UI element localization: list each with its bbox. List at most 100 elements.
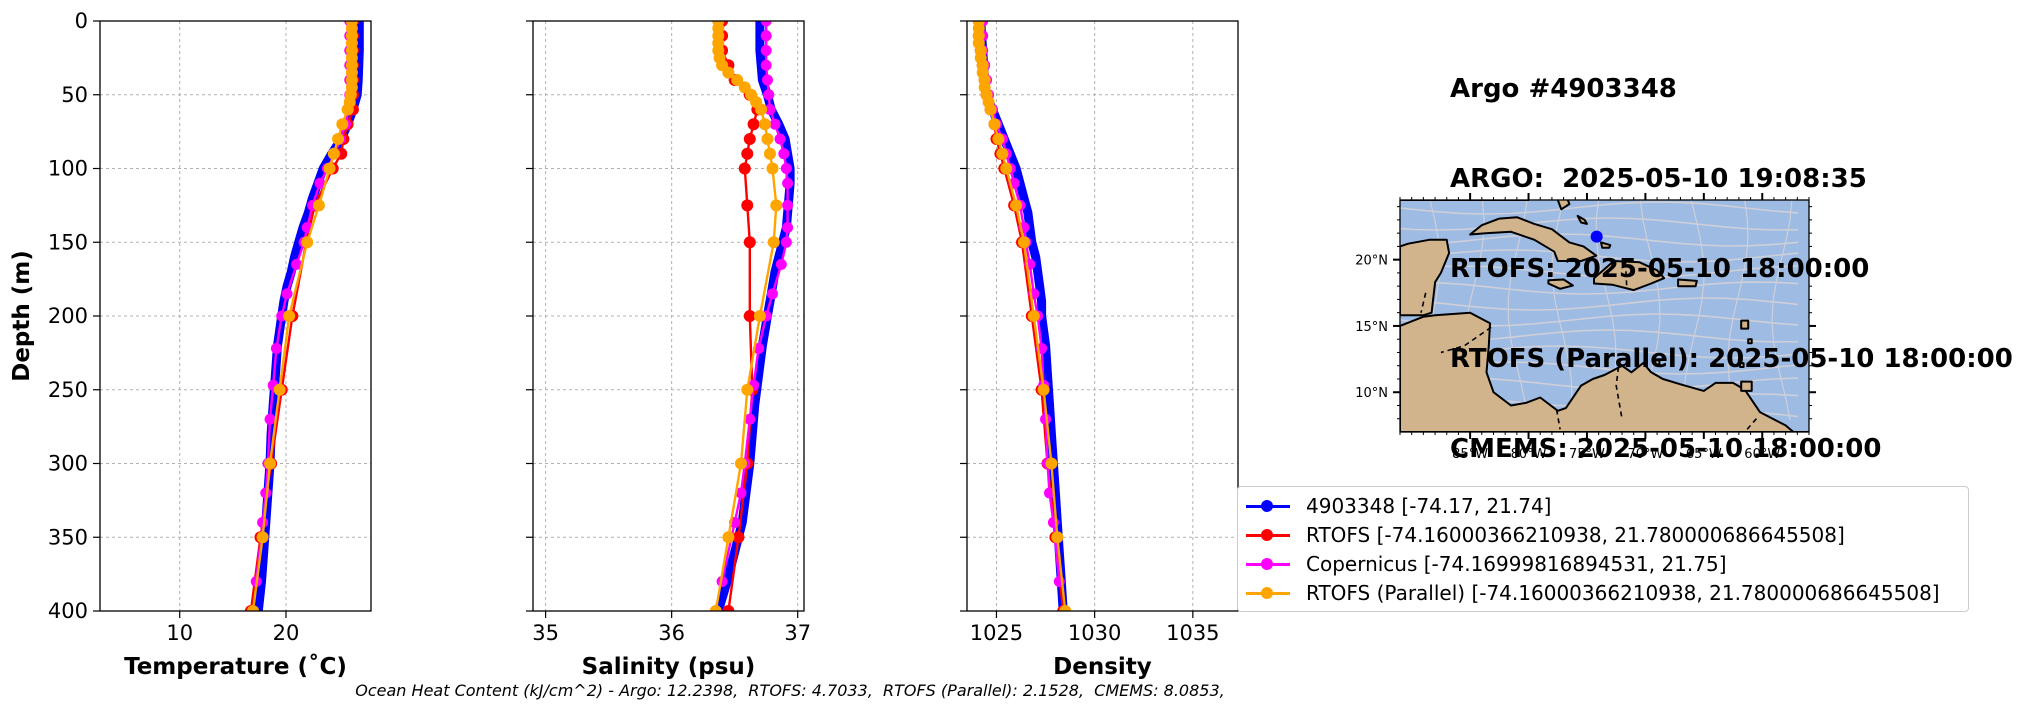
title-line-4: RTOFS (Parallel): 2025-05-10 18:00:00 — [1450, 344, 2013, 374]
land-polygon — [1400, 311, 1809, 432]
map-frame — [1399, 199, 1810, 433]
profile-panel-1: 10 20050100150200250300350400Temperature … — [9, 9, 372, 680]
data-point-parallel — [984, 103, 997, 116]
title-line-2: ARGO: 2025-05-10 19:08:35 — [1450, 164, 1867, 194]
data-point-parallel — [741, 383, 754, 396]
y-tick-label: 50 — [61, 83, 88, 107]
map-land — [1400, 200, 1809, 432]
land-polygon — [1593, 260, 1666, 292]
legend-label-rtofs: RTOFS [-74.16000366210938, 21.7800006866… — [1306, 522, 1845, 547]
legend-label-argo: 4903348 [-74.17, 21.74] — [1306, 493, 1552, 518]
streamline — [1771, 200, 1793, 421]
data-point-copernicus — [264, 413, 276, 425]
data-point-copernicus — [780, 236, 792, 248]
data-point-parallel — [332, 133, 345, 145]
data-point-parallel — [1000, 162, 1013, 175]
y-axis-label: Depth (m) — [9, 250, 35, 382]
profile-panel-3: 1025 1030 1035 Density — [960, 20, 1239, 680]
x-tick-label: 36 — [658, 621, 685, 645]
data-point-rtofs — [743, 133, 756, 145]
country-border — [1746, 418, 1758, 430]
legend-entry-argo: 4903348 [-74.17, 21.74] — [1246, 491, 1960, 520]
data-point-parallel — [336, 118, 349, 131]
map-lon-label: 75°W — [1569, 447, 1605, 462]
map-lon-label: 85°W — [1452, 447, 1488, 462]
x-tick-label: 37 — [784, 621, 811, 645]
title-line-3: RTOFS: 2025-05-10 18:00:00 — [1450, 254, 1870, 284]
argo-location-marker — [1590, 230, 1603, 243]
data-point-rtofs — [732, 531, 745, 544]
land-polygon — [1400, 238, 1451, 317]
data-point-parallel — [256, 531, 269, 544]
data-point-copernicus — [775, 258, 787, 270]
data-point-copernicus — [774, 133, 786, 145]
data-point-parallel — [312, 199, 325, 212]
x-tick-label: 1035 — [1166, 621, 1219, 645]
data-point-parallel — [247, 605, 260, 611]
y-tick-label: 100 — [48, 157, 88, 181]
y-tick-label: 0 — [75, 9, 88, 33]
data-point-parallel — [1010, 199, 1023, 212]
map-lat-label: 15°N — [1355, 320, 1388, 335]
data-point-parallel — [1037, 383, 1050, 396]
data-point-copernicus — [761, 74, 773, 86]
data-point-parallel — [753, 310, 766, 322]
data-point-parallel — [770, 199, 783, 212]
streamline — [1400, 281, 1799, 295]
data-point-parallel — [1017, 236, 1030, 249]
data-point-parallel — [992, 133, 1005, 145]
legend-swatch-parallel — [1246, 586, 1290, 599]
streamline — [1683, 200, 1705, 421]
map-content — [1400, 200, 1809, 432]
data-point-copernicus — [760, 21, 772, 27]
data-point-parallel — [996, 147, 1009, 160]
data-point-copernicus — [744, 413, 756, 425]
data-point-copernicus — [769, 118, 781, 130]
data-point-copernicus — [281, 288, 293, 300]
map-lon-label: 65°W — [1686, 447, 1722, 462]
streamline — [1400, 297, 1799, 311]
data-point-rtofs — [722, 605, 735, 611]
legend: 4903348 [-74.17, 21.74] RTOFS [-74.16000… — [1237, 486, 1969, 612]
data-point-copernicus — [763, 89, 775, 101]
land-polygon — [1739, 362, 1745, 368]
land-polygon — [1600, 241, 1612, 249]
series-group — [972, 21, 1072, 611]
land-polygon — [1740, 380, 1753, 392]
x-tick-label: 1030 — [1068, 621, 1121, 645]
profile-panel-2: 35 36 37 Salinity (psu) — [526, 20, 811, 680]
land-polygon — [1677, 278, 1698, 288]
land-polygon — [1576, 214, 1588, 225]
country-border — [1555, 409, 1561, 430]
data-point-parallel — [341, 103, 354, 116]
legend-entry-copernicus: Copernicus [-74.16999816894531, 21.75] — [1246, 549, 1960, 578]
x-tick-label: 10 — [166, 621, 193, 645]
x-tick-label: 20 — [273, 621, 300, 645]
legend-label-parallel: RTOFS (Parallel) [-74.16000366210938, 21… — [1306, 580, 1940, 605]
data-point-copernicus — [291, 258, 303, 270]
data-point-parallel — [327, 147, 340, 160]
streamline — [1551, 200, 1573, 421]
map-streamlines — [1400, 200, 1799, 432]
data-point-copernicus — [782, 199, 794, 211]
data-point-parallel — [323, 162, 336, 175]
country-border — [1624, 262, 1628, 287]
data-point-parallel — [761, 133, 774, 145]
title-line-5: CMEMS: 2025-05-10 18:00:00 — [1450, 434, 1882, 464]
data-point-copernicus — [760, 30, 772, 42]
map-lat-label: 10°N — [1355, 386, 1388, 401]
country-border — [1615, 366, 1623, 419]
data-point-rtofs — [738, 162, 751, 175]
data-point-rtofs — [743, 310, 756, 322]
data-point-parallel — [264, 457, 277, 470]
data-point-rtofs — [747, 118, 760, 131]
title-line-1: Argo #4903348 — [1450, 74, 1677, 104]
map-lon-label: 80°W — [1511, 447, 1547, 462]
x-axis-label: Salinity (psu) — [582, 654, 756, 680]
ocean-heat-content-footer: Ocean Heat Content (kJ/cm^2) - Argo: 12.… — [355, 681, 1225, 700]
data-point-parallel — [273, 383, 286, 396]
x-tick-label: 35 — [532, 621, 559, 645]
x-axis-label: Density — [1053, 654, 1152, 680]
country-border — [1440, 326, 1492, 354]
